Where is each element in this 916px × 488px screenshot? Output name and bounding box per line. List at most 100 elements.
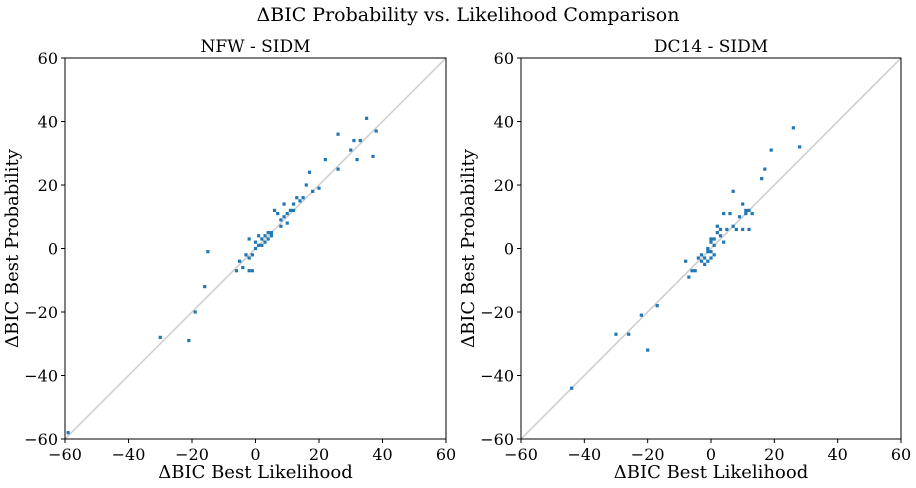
y-tick-label: −60 [24,430,58,449]
data-point-dc14-40 [744,208,748,212]
y-axis-label-dc14: ΔBIC Best Probability [458,148,479,348]
data-point-nfw-20 [260,237,264,241]
data-point-dc14-13 [703,262,707,266]
data-point-nfw-29 [279,224,283,228]
data-point-nfw-39 [298,199,302,203]
x-tick-label: 60 [436,445,456,464]
data-point-dc14-0 [570,386,574,390]
data-point-dc14-30 [722,211,726,216]
data-point-dc14-8 [690,269,694,273]
data-point-dc14-19 [709,237,713,241]
data-point-dc14-6 [684,259,688,263]
data-point-nfw-45 [323,158,327,162]
data-point-dc14-18 [709,240,713,244]
panel-title-dc14: DC14 - SIDM [654,37,768,57]
data-point-nfw-21 [263,240,267,244]
data-point-nfw-40 [301,196,305,200]
data-point-dc14-28 [718,227,723,232]
data-point-dc14-32 [728,211,732,216]
data-point-nfw-19 [260,243,264,247]
data-point-nfw-0 [66,431,70,435]
y-tick-label: 40 [38,113,58,132]
data-point-nfw-24 [266,231,270,235]
data-point-nfw-22 [263,234,267,238]
data-point-nfw-6 [234,269,239,273]
data-point-dc14-31 [725,227,729,232]
x-tick-label: −40 [112,445,146,464]
figure-suptitle: ΔBIC Probability vs. Likelihood Comparis… [257,4,680,26]
data-point-nfw-36 [292,208,296,212]
x-tick-label: −20 [175,445,209,464]
data-point-nfw-52 [365,116,369,120]
data-point-dc14-23 [712,243,716,247]
data-point-dc14-26 [715,231,719,235]
y-axis-label-nfw: ΔBIC Best Probability [2,148,23,348]
x-axis-label-nfw: ΔBIC Best Likelihood [158,462,352,483]
y-tick-label: 0 [504,240,514,259]
data-point-nfw-5 [206,250,210,254]
data-point-nfw-51 [358,138,362,143]
data-point-nfw-26 [269,231,273,235]
data-point-nfw-7 [238,259,242,263]
data-point-nfw-32 [282,202,286,206]
y-tick-label: −40 [24,367,58,386]
data-point-nfw-33 [285,221,289,225]
data-point-dc14-35 [734,227,738,232]
data-point-nfw-14 [250,253,254,257]
data-point-nfw-37 [292,202,296,206]
data-point-nfw-47 [336,132,340,136]
data-point-nfw-49 [352,138,356,143]
data-point-nfw-34 [285,211,289,216]
panel-title-nfw: NFW - SIDM [200,37,310,57]
x-tick-label: −20 [631,445,665,464]
data-point-dc14-38 [741,227,745,232]
data-point-dc14-47 [791,126,795,130]
data-point-dc14-25 [715,224,719,228]
data-point-nfw-44 [317,186,321,190]
data-point-nfw-13 [247,237,251,241]
data-point-nfw-38 [295,196,299,200]
data-point-dc14-37 [741,202,745,206]
x-tick-label: 60 [891,445,911,464]
x-tick-label: 0 [706,445,716,464]
data-point-dc14-34 [731,189,735,193]
data-point-dc14-15 [706,259,710,263]
data-point-dc14-42 [747,208,751,212]
data-point-nfw-4 [203,285,207,289]
y-tick-label: −20 [24,303,58,322]
data-point-nfw-42 [307,170,312,174]
data-point-dc14-36 [737,215,742,219]
data-point-nfw-15 [253,246,258,251]
data-point-dc14-29 [722,240,726,244]
data-point-dc14-4 [646,348,650,352]
data-point-nfw-8 [241,265,245,270]
data-point-nfw-31 [282,215,286,219]
data-point-nfw-3 [193,310,197,314]
x-tick-label: −60 [48,445,82,464]
data-point-dc14-22 [712,253,716,257]
data-point-nfw-11 [247,269,251,273]
data-point-dc14-21 [709,256,713,260]
x-tick-label: 40 [372,445,392,464]
data-point-dc14-39 [744,211,748,216]
data-point-dc14-14 [703,256,707,260]
data-point-dc14-44 [760,177,764,181]
x-tick-label: 0 [250,445,260,464]
data-point-nfw-12 [250,269,254,273]
data-point-nfw-54 [374,129,378,133]
x-tick-label: −60 [504,445,538,464]
data-point-nfw-27 [272,208,277,212]
y-tick-label: −20 [480,303,514,322]
panel-dc14-sidm: −60 −40 −20 0 20 40 60 −60 −40 −20 0 20 40 60 DC14 - S… [458,37,911,483]
y-tick-label: 60 [494,49,514,68]
data-point-nfw-48 [349,148,353,152]
y-tick-label: 20 [494,176,514,195]
data-point-nfw-16 [253,240,258,244]
data-point-dc14-9 [693,269,697,273]
data-point-dc14-48 [798,145,802,149]
x-tick-label: 20 [309,445,329,464]
x-tick-label: 20 [764,445,784,464]
data-point-nfw-1 [158,335,162,339]
data-point-nfw-46 [336,167,340,171]
